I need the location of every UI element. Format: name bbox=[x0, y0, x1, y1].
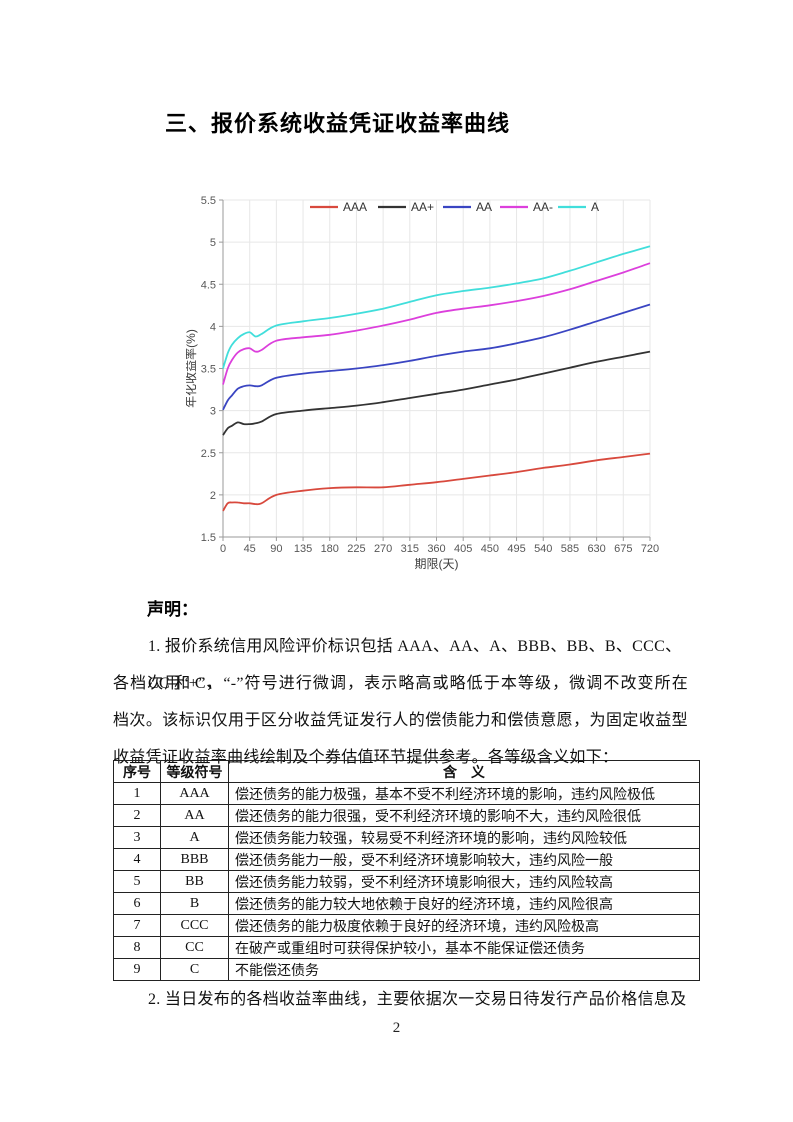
table-cell: BBB bbox=[160, 848, 229, 871]
rating-table-head: 序号 等级符号含 义 bbox=[113, 760, 700, 783]
table-row: 1 AAA 偿还债务的能力极强，基本不受不利经济环境的影响，违约风险极低 bbox=[113, 782, 700, 805]
table-cell: 在破产或重组时可获得保护较小，基本不能保证偿还债务 bbox=[228, 936, 700, 959]
x-tick-label: 135 bbox=[294, 543, 312, 555]
table-cell: 不能偿还债务 bbox=[228, 958, 700, 981]
x-tick-label: 675 bbox=[614, 543, 632, 555]
declaration-line: 各档次用“+”、“-”符号进行微调，表示略高或略低于本等级，微调不改变所在 bbox=[113, 675, 688, 692]
table-row: 2 AA 偿还债务的能力很强，受不利经济环境的影响不大，违约风险很低 bbox=[113, 804, 700, 827]
table-cell: 1 bbox=[113, 782, 161, 805]
y-tick-label: 2 bbox=[210, 490, 216, 502]
table-row: 5 BB 偿还债务能力较弱，受不利经济环境影响很大，违约风险较高 bbox=[113, 870, 700, 893]
y-tick-label: 1.5 bbox=[201, 532, 216, 544]
x-tick-label: 405 bbox=[454, 543, 472, 555]
table-cell: 偿还债务的能力极强，基本不受不利经济环境的影响，违约风险极低 bbox=[228, 782, 700, 805]
declaration-item1: 1. 报价系统信用风险评价标识包括 AAA、AA、A、BBB、BB、B、CCC、… bbox=[113, 628, 688, 776]
table-cell: BB bbox=[160, 870, 229, 893]
table-row: 8 CC 在破产或重组时可获得保护较小，基本不能保证偿还债务 bbox=[113, 936, 700, 959]
x-tick-label: 495 bbox=[507, 543, 525, 555]
x-tick-label: 0 bbox=[220, 543, 226, 555]
table-cell: 8 bbox=[113, 936, 161, 959]
table-row: 9 C 不能偿还债务 bbox=[113, 958, 700, 981]
legend-label-A: A bbox=[591, 200, 599, 214]
table-cell: 7 bbox=[113, 914, 161, 937]
table-cell: B bbox=[160, 892, 229, 915]
y-axis-label: 年化收益率(%) bbox=[186, 329, 198, 408]
table-cell: 偿还债务能力一般，受不利经济环境影响较大，违约风险一般 bbox=[228, 848, 700, 871]
x-axis-label: 期限(天) bbox=[415, 557, 459, 571]
rating-table-body: 1 AAA 偿还债务的能力极强，基本不受不利经济环境的影响，违约风险极低 2 AA 偿还债… bbox=[113, 782, 700, 981]
declaration-line: 1. 报价系统信用风险评价标识包括 AAA、AA、A、BBB、BB、B、CCC、… bbox=[148, 638, 682, 692]
legend-label-AA-: AA- bbox=[533, 200, 553, 214]
table-cell: 偿还债务能力较强，较易受不利经济环境的影响，违约风险较低 bbox=[228, 826, 700, 849]
legend-label-AA: AA bbox=[476, 200, 492, 214]
table-cell: 3 bbox=[113, 826, 161, 849]
y-tick-label: 4.5 bbox=[201, 279, 216, 291]
table-row: 3 A 偿还债务能力较强，较易受不利经济环境的影响，违约风险较低 bbox=[113, 826, 700, 849]
y-tick-label: 4 bbox=[210, 321, 216, 333]
x-tick-label: 90 bbox=[270, 543, 282, 555]
column-header: 等级符号 bbox=[160, 760, 229, 783]
column-header: 序号 bbox=[113, 760, 161, 783]
x-tick-label: 720 bbox=[641, 543, 659, 555]
table-row: 7 CCC 偿还债务的能力极度依赖于良好的经济环境，违约风险极高 bbox=[113, 914, 700, 937]
declaration-item2: 2. 当日发布的各档收益率曲线，主要依据次一交易日待发行产品价格信息及 bbox=[148, 991, 687, 1008]
table-cell: 9 bbox=[113, 958, 161, 981]
table-cell: 偿还债务的能力很强，受不利经济环境的影响不大，违约风险很低 bbox=[228, 804, 700, 827]
table-cell: 偿还债务能力较弱，受不利经济环境影响很大，违约风险较高 bbox=[228, 870, 700, 893]
table-cell: 偿还债务的能力极度依赖于良好的经济环境，违约风险极高 bbox=[228, 914, 700, 937]
x-tick-label: 585 bbox=[561, 543, 579, 555]
rating-table: 序号 等级符号含 义 1 AAA 偿还债务的能力极强，基本不受不利经济环境的影响，违约… bbox=[113, 760, 700, 981]
y-tick-label: 3 bbox=[210, 406, 216, 418]
x-tick-label: 540 bbox=[534, 543, 552, 555]
series-AA+ bbox=[222, 350, 651, 436]
legend-label-AAA: AAA bbox=[343, 200, 367, 214]
table-cell: 偿还债务的能力较大地依赖于良好的经济环境，违约风险很高 bbox=[228, 892, 700, 915]
x-tick-label: 450 bbox=[481, 543, 499, 555]
x-tick-label: 630 bbox=[587, 543, 605, 555]
page-title: 三、报价系统收益凭证收益率曲线 bbox=[165, 111, 511, 136]
table-header-row: 序号 等级符号含 义 bbox=[113, 760, 700, 783]
x-tick-label: 225 bbox=[347, 543, 365, 555]
table-cell: 5 bbox=[113, 870, 161, 893]
x-tick-label: 360 bbox=[427, 543, 445, 555]
series-AAA bbox=[222, 452, 651, 512]
yield-curve-chart: 0 45 90 135 180 225 270 315 360 405 450 495 540 585 63… bbox=[186, 195, 659, 571]
table-cell: 2 bbox=[113, 804, 161, 827]
table-row: 6 B 偿还债务的能力较大地依赖于良好的经济环境，违约风险很高 bbox=[113, 892, 700, 915]
y-tick-label: 5.5 bbox=[201, 195, 216, 207]
table-cell: 6 bbox=[113, 892, 161, 915]
series-A bbox=[222, 245, 651, 369]
table-cell: A bbox=[160, 826, 229, 849]
table-cell: CCC bbox=[160, 914, 229, 937]
declaration-line: 档次。该标识仅用于区分收益凭证发行人的偿债能力和偿债意愿，为固定收益型 bbox=[113, 712, 688, 729]
legend-label-AA+: AA+ bbox=[411, 200, 434, 214]
x-tick-label: 315 bbox=[401, 543, 419, 555]
y-tick-label: 3.5 bbox=[201, 364, 216, 376]
x-tick-label: 180 bbox=[321, 543, 339, 555]
y-tick-label: 5 bbox=[210, 237, 216, 249]
table-cell: AAA bbox=[160, 782, 229, 805]
series-AA- bbox=[222, 262, 651, 385]
series-AA bbox=[222, 303, 651, 411]
x-tick-label: 270 bbox=[374, 543, 392, 555]
table-cell: C bbox=[160, 958, 229, 981]
column-header: 含 义 bbox=[228, 760, 700, 783]
table-cell: 4 bbox=[113, 848, 161, 871]
page-number: 2 bbox=[392, 1020, 401, 1036]
table-row: 4 BBB 偿还债务能力一般，受不利经济环境影响较大，违约风险一般 bbox=[113, 848, 700, 871]
x-tick-label: 45 bbox=[244, 543, 256, 555]
declaration-heading: 声明： bbox=[147, 600, 198, 619]
table-cell: CC bbox=[160, 936, 229, 959]
table-cell: AA bbox=[160, 804, 229, 827]
y-tick-label: 2.5 bbox=[201, 448, 216, 460]
